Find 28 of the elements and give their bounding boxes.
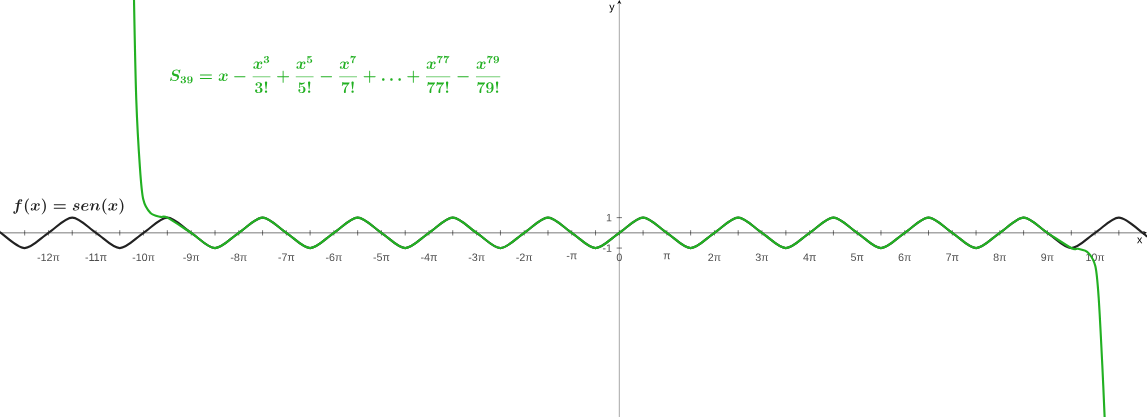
x-tick-label: 4π [803, 253, 816, 261]
x-tick-label: 6π [898, 253, 911, 262]
x-tick-label: 7π [946, 253, 959, 261]
x-tick-label: -7π [278, 253, 295, 261]
series-label: $f(x) = sen(x)$ [13, 198, 124, 215]
x-tick-label: 5π [850, 253, 864, 261]
x-tick-label: -11π [85, 253, 107, 261]
x-tick-label: -π [566, 253, 577, 260]
x-tick-label: -4π [421, 253, 437, 261]
x-tick-label: -9π [183, 253, 200, 262]
x-tick-label: -8π [230, 253, 247, 262]
x-tick-label: -10π [132, 253, 155, 262]
x-tick-label: -2π [516, 253, 533, 262]
x-tick-label: 9π [1041, 253, 1054, 262]
x-tick-label: -3π [468, 253, 485, 262]
x-tick-label: 0 [616, 253, 622, 262]
y-tick-label: -1 [602, 244, 612, 252]
x-tick-label: -5π [373, 253, 390, 261]
x-axis-title: x [1137, 237, 1143, 244]
x-tick-label: 2π [708, 253, 721, 262]
x-tick-label: π [663, 253, 671, 260]
x-tick-label: -6π [325, 253, 342, 262]
x-tick-label: 3π [755, 253, 769, 262]
y-axis-title: y [609, 4, 615, 13]
y-tick-label: 1 [606, 213, 612, 222]
x-tick-label: 8π [993, 253, 1006, 262]
text: $S_{39} = x - \frac{x^{3}}{3!} + \frac{x^{5}}{5!} - \frac{x^{7}}{7!} + \ldots + \frac{x^{77}}{77!} - \frac{x^{79}}{79!}$ [170, 55, 501, 94]
x-tick-label: -12π [37, 253, 60, 262]
